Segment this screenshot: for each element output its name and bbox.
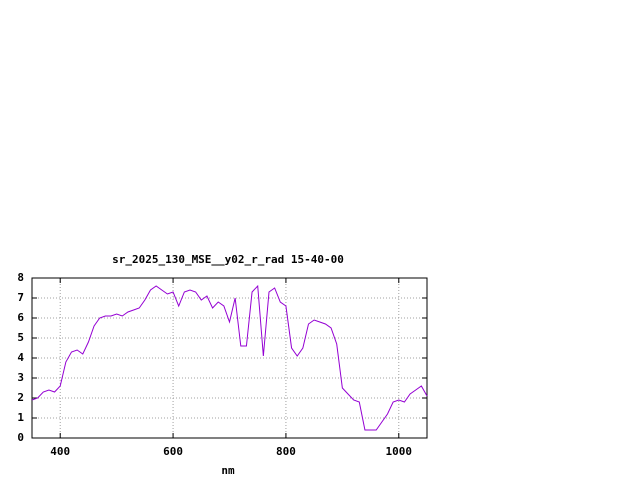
- x-axis-label: nm: [221, 464, 235, 477]
- x-tick-label: 800: [276, 445, 296, 458]
- x-tick-label: 1000: [386, 445, 413, 458]
- y-tick-label: 7: [17, 291, 24, 304]
- x-tick-label: 600: [163, 445, 183, 458]
- y-tick-label: 1: [17, 411, 24, 424]
- y-tick-label: 0: [17, 431, 24, 444]
- y-tick-label: 2: [17, 391, 24, 404]
- y-tick-label: 8: [17, 271, 24, 284]
- y-tick-label: 6: [17, 311, 24, 324]
- chart-title: sr_2025_130_MSE__y02_r_rad 15-40-00: [112, 253, 344, 266]
- data-line: [31, 284, 428, 431]
- y-tick-label: 4: [17, 351, 24, 364]
- y-tick-label: 3: [17, 371, 24, 384]
- x-tick-label: 400: [50, 445, 70, 458]
- y-tick-label: 5: [17, 331, 24, 344]
- plot-frame: [31, 277, 428, 439]
